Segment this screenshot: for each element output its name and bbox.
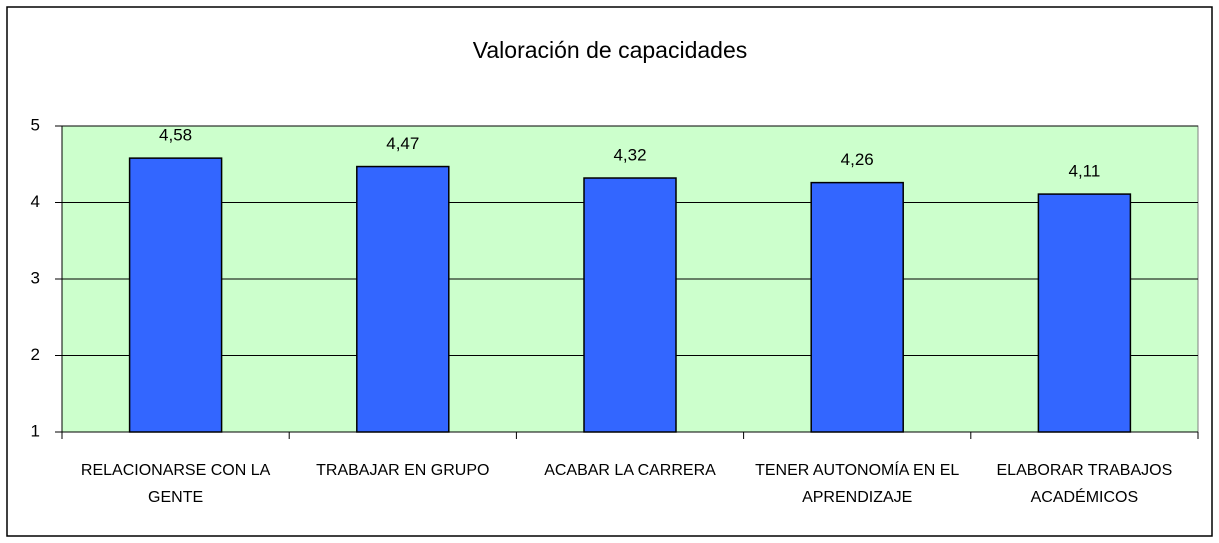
y-tick-label: 5 bbox=[31, 115, 40, 134]
x-tick-label: RELACIONARSE CON LA GENTE bbox=[80, 462, 271, 506]
x-tick-label: ELABORAR TRABAJOS ACADÉMICOS bbox=[996, 462, 1173, 506]
bar bbox=[128, 157, 223, 433]
data-label: 4,32 bbox=[613, 146, 646, 165]
x-tick-label: TRABAJAR EN GRUPO bbox=[316, 462, 490, 479]
y-tick-label: 3 bbox=[31, 268, 40, 287]
data-label: 4,26 bbox=[841, 150, 874, 169]
bar bbox=[583, 177, 677, 433]
x-tick-label: TENER AUTONOMÍA EN EL APRENDIZAJE bbox=[755, 462, 960, 506]
data-label: 4,11 bbox=[1068, 162, 1100, 181]
bar bbox=[356, 165, 450, 433]
y-tick-label: 4 bbox=[31, 192, 40, 211]
data-label: 4,58 bbox=[159, 126, 192, 145]
y-tick-label: 1 bbox=[31, 421, 40, 440]
data-label: 4,47 bbox=[386, 134, 419, 153]
y-tick-label: 2 bbox=[31, 345, 40, 364]
bar bbox=[810, 181, 904, 433]
chart-title: Valoración de capacidades bbox=[473, 37, 747, 63]
x-tick-label: ACABAR LA CARRERA bbox=[544, 462, 716, 479]
bar bbox=[1037, 193, 1132, 433]
